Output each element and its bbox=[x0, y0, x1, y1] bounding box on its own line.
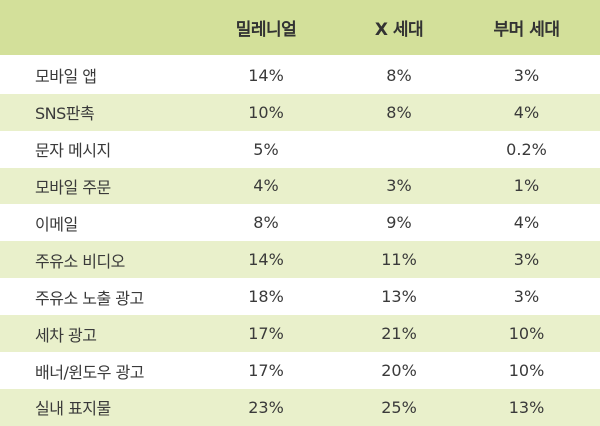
cell-boomer: 3% bbox=[513, 250, 540, 270]
cell-millennial: 17% bbox=[248, 361, 284, 381]
cell-boomer: 1% bbox=[513, 176, 540, 196]
row-label: 세차 광고 bbox=[35, 325, 97, 345]
cell-boomer: 3% bbox=[513, 287, 540, 307]
cell-millennial: 18% bbox=[248, 287, 284, 307]
cell-boomer: 0.2% bbox=[506, 139, 547, 159]
cell-boomer: 10% bbox=[508, 361, 545, 381]
cell-millennial: 8% bbox=[253, 213, 279, 233]
cell-boomer: 13% bbox=[508, 397, 545, 417]
table-row: 이메일 8% 9% 4% bbox=[0, 204, 600, 241]
cell-millennial: 23% bbox=[248, 397, 284, 417]
row-label: 실내 표지물 bbox=[35, 399, 111, 419]
cell-boomer: 4% bbox=[513, 213, 540, 233]
cell-boomer: 10% bbox=[508, 324, 545, 344]
table-row: 배너/윈도우 광고 17% 20% 10% bbox=[0, 352, 600, 389]
table-header-row: 밀레니얼 X 세대 부머 세대 bbox=[0, 0, 600, 55]
cell-boomer: 4% bbox=[513, 102, 540, 122]
row-label: 모바일 주문 bbox=[35, 177, 111, 197]
header-boomer: 부머 세대 bbox=[493, 19, 560, 40]
header-millennial: 밀레니얼 bbox=[235, 19, 297, 40]
cell-boomer: 3% bbox=[513, 65, 540, 85]
table-row: 실내 표지물 23% 25% 13% bbox=[0, 389, 600, 426]
cell-millennial: 4% bbox=[253, 176, 279, 196]
table-row: SNS판촉 10% 8% 4% bbox=[0, 93, 600, 131]
cell-gen-x: 8% bbox=[386, 65, 412, 85]
cell-millennial: 17% bbox=[248, 324, 284, 344]
row-label: SNS판촉 bbox=[35, 104, 95, 124]
row-label: 문자 메시지 bbox=[35, 141, 111, 161]
cell-gen-x: 9% bbox=[386, 213, 412, 233]
cell-gen-x: 13% bbox=[381, 287, 417, 307]
cell-gen-x: 21% bbox=[381, 324, 417, 344]
table-row: 모바일 주문 4% 3% 1% bbox=[0, 167, 600, 205]
cell-millennial: 10% bbox=[248, 102, 284, 122]
row-label: 주유소 비디오 bbox=[35, 251, 125, 271]
table-row: 문자 메시지 5% 0.2% bbox=[0, 131, 600, 168]
cell-gen-x: 25% bbox=[381, 397, 417, 417]
header-gen-x: X 세대 bbox=[374, 19, 424, 40]
cell-millennial: 14% bbox=[248, 65, 284, 85]
table-row: 모바일 앱 14% 8% 3% bbox=[0, 57, 600, 94]
table-row: 세차 광고 17% 21% 10% bbox=[0, 315, 600, 353]
row-label: 이메일 bbox=[35, 214, 78, 234]
cell-millennial: 14% bbox=[248, 250, 284, 270]
cell-gen-x: 8% bbox=[386, 102, 412, 122]
table-row: 주유소 비디오 14% 11% 3% bbox=[0, 241, 600, 279]
header-divider bbox=[0, 54, 600, 57]
cell-gen-x: 20% bbox=[381, 361, 417, 381]
row-label: 주유소 노출 광고 bbox=[35, 288, 144, 308]
row-label: 모바일 앱 bbox=[35, 67, 97, 87]
cell-gen-x: 11% bbox=[381, 250, 417, 270]
table-row: 주유소 노출 광고 18% 13% 3% bbox=[0, 278, 600, 315]
row-label: 배너/윈도우 광고 bbox=[35, 362, 145, 382]
cell-gen-x: 3% bbox=[386, 176, 412, 196]
cell-millennial: 5% bbox=[253, 139, 279, 159]
